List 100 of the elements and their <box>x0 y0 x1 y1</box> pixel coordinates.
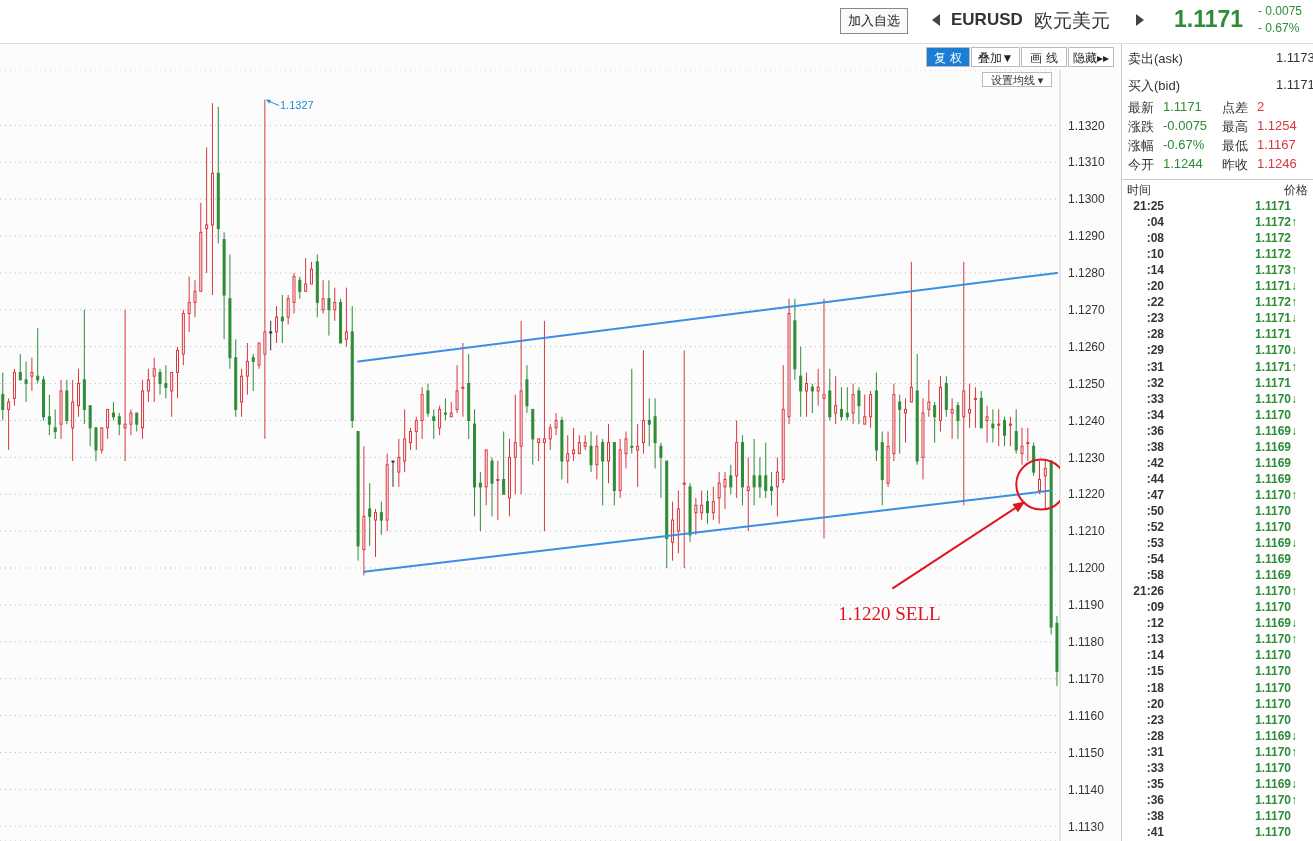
candlestick <box>641 349 645 455</box>
candlestick <box>601 438 605 506</box>
candlestick <box>659 442 663 499</box>
y-tick-label: 1.1320 <box>1068 118 1106 133</box>
category-label: :54 <box>1146 552 1164 567</box>
candlestick <box>1043 460 1047 510</box>
candlestick <box>100 427 104 455</box>
candlestick <box>379 501 383 536</box>
candlestick <box>805 372 809 418</box>
candlestick <box>18 353 22 381</box>
text: 1.1170 <box>1255 520 1292 534</box>
candlestick <box>164 364 168 399</box>
text: 1.1169↓ <box>1255 728 1298 743</box>
candlestick <box>275 305 279 344</box>
candlestick <box>973 386 977 429</box>
category-label: 涨跌 <box>1128 118 1154 136</box>
text: 欧元美元 <box>1034 9 1110 33</box>
text: EURUSD <box>951 10 1023 30</box>
candlestick <box>286 294 290 326</box>
candlestick <box>694 497 698 536</box>
text: 1.1169 <box>1255 552 1292 567</box>
candlestick <box>397 438 401 488</box>
candlestick <box>426 383 430 418</box>
candlestick <box>647 397 651 447</box>
y-tick-label: 1.1190 <box>1068 598 1105 613</box>
category-label: :28 <box>1146 728 1164 743</box>
candlestick <box>403 408 407 473</box>
candlestick <box>438 405 442 436</box>
candlestick <box>991 408 995 444</box>
candlestick <box>904 397 908 444</box>
candlestick <box>548 423 552 451</box>
category-label: :15 <box>1146 664 1164 679</box>
text: 1.1171 <box>1255 199 1292 213</box>
text: 1.1170↓ <box>1255 391 1298 406</box>
text: 加入自选 <box>840 8 908 34</box>
candlestick <box>746 456 750 532</box>
candlestick <box>502 431 506 495</box>
candlestick <box>909 261 913 403</box>
text: 1.1171↓ <box>1255 311 1298 326</box>
text: 1.1169 <box>1255 455 1292 470</box>
candlestick <box>135 412 139 433</box>
y-tick-label: 1.1290 <box>1068 229 1106 244</box>
annotation: 1.1220 SELL <box>838 602 941 624</box>
category-label: :22 <box>1146 295 1164 310</box>
candlestick <box>1014 408 1018 455</box>
y-tick-label: 1.1170 <box>1068 671 1105 686</box>
text: 1.1171 <box>1163 99 1202 114</box>
candlestick <box>490 456 494 517</box>
candlestick <box>152 357 156 403</box>
category-label: 卖出(ask) <box>1128 50 1183 68</box>
category-label: :41 <box>1146 824 1164 839</box>
text: 1.1172 <box>1255 231 1292 246</box>
text: - 0.0075 <box>1258 4 1303 18</box>
category-label: :09 <box>1146 600 1164 615</box>
candlestick <box>607 423 610 484</box>
category-label: :47 <box>1146 487 1164 502</box>
candlestick <box>187 276 191 333</box>
candlestick <box>985 405 989 444</box>
y-tick-label: 1.1280 <box>1068 266 1106 281</box>
candlestick <box>863 394 867 425</box>
text: 1.1170 <box>1255 712 1292 727</box>
text: -0.0075 <box>1163 118 1208 133</box>
candlestick <box>822 298 826 539</box>
text: 1.1170 <box>1255 503 1292 518</box>
candlestick <box>717 471 721 525</box>
text: 1.1170↑ <box>1255 584 1298 599</box>
candlestick <box>94 427 98 462</box>
text: 1.1171 <box>1255 375 1292 390</box>
candlestick <box>997 408 1001 447</box>
category-label: :34 <box>1146 407 1164 422</box>
candlestick <box>106 408 110 440</box>
text: 1.1171 <box>1255 327 1292 342</box>
candlestick <box>1020 427 1024 466</box>
category-label: :33 <box>1146 760 1164 775</box>
candlestick <box>700 490 704 521</box>
text: 1.1167 <box>1257 137 1296 152</box>
candlestick <box>933 401 937 444</box>
y-tick-label: 1.1220 <box>1068 487 1106 502</box>
candlestick <box>589 431 593 473</box>
candlestick <box>1003 416 1007 447</box>
category-label: :20 <box>1146 279 1164 294</box>
candlestick <box>950 397 954 440</box>
category-label: 21:25 <box>1133 199 1164 213</box>
y-tick-label: 1.1300 <box>1068 192 1106 207</box>
candlestick <box>455 364 459 414</box>
text: 1.1169↓ <box>1255 776 1298 791</box>
category-label: :14 <box>1146 648 1164 663</box>
candlestick <box>1026 427 1030 462</box>
candlestick <box>374 508 378 558</box>
candlestick <box>30 357 34 392</box>
candlestick <box>245 342 249 396</box>
text: 1.1170 <box>1255 648 1292 663</box>
text: 1.1172↑ <box>1255 215 1298 230</box>
text: 复 权 <box>926 47 970 67</box>
candlestick <box>170 372 174 418</box>
category-label: :08 <box>1146 231 1164 246</box>
candlestick <box>414 416 418 451</box>
candlestick <box>123 309 127 462</box>
text: 2 <box>1257 99 1265 114</box>
candlestick <box>706 490 710 525</box>
